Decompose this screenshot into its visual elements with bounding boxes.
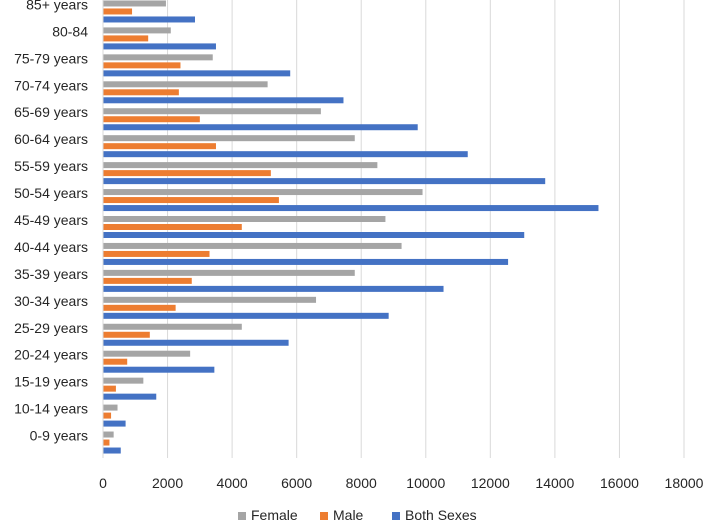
bar-both-sexes [103, 97, 344, 104]
x-tick-label: 2000 [152, 475, 183, 491]
bars [103, 0, 599, 454]
bar-male [103, 358, 128, 365]
y-tick-label: 35-39 years [14, 266, 88, 282]
x-tick-label: 18000 [665, 475, 704, 491]
bar-both-sexes [103, 366, 215, 373]
y-tick-label: 0-9 years [30, 428, 88, 444]
bar-female [103, 377, 144, 384]
bar-female [103, 108, 321, 115]
bar-female [103, 296, 317, 303]
bar-both-sexes [103, 205, 599, 212]
bar-female [103, 216, 386, 222]
y-tick-label: 75-79 years [14, 50, 88, 66]
bar-male [103, 304, 176, 311]
y-tick-label: 45-49 years [14, 212, 88, 228]
y-tick-label: 85+ years [26, 0, 88, 12]
y-tick-label: 30-34 years [14, 293, 88, 309]
legend-swatch [392, 512, 400, 520]
bar-both-sexes [103, 151, 468, 158]
bar-female [103, 0, 166, 7]
bar-female [103, 404, 118, 411]
bar-male [103, 331, 150, 338]
bar-male [103, 250, 210, 257]
y-tick-label: 80-84 [52, 23, 88, 39]
bar-male [103, 224, 242, 230]
bar-male [103, 170, 271, 177]
legend-swatch [320, 512, 328, 520]
legend-label: Male [333, 507, 364, 523]
bar-male [103, 439, 110, 446]
bar-both-sexes [103, 393, 157, 400]
bar-female [103, 323, 242, 330]
bar-male [103, 8, 133, 15]
bar-female [103, 269, 355, 276]
bar-both-sexes [103, 447, 121, 454]
legend-label: Both Sexes [405, 507, 477, 523]
bar-both-sexes [103, 312, 389, 319]
bar-both-sexes [103, 70, 291, 77]
bar-female [103, 189, 423, 196]
bar-female [103, 81, 268, 88]
bar-female [103, 54, 213, 61]
bar-both-sexes [103, 16, 195, 23]
bar-both-sexes [103, 124, 418, 131]
bar-both-sexes [103, 232, 525, 238]
y-tick-label: 55-59 years [14, 158, 88, 174]
bar-female [103, 350, 191, 357]
legend-swatch [238, 512, 246, 520]
bar-both-sexes [103, 285, 444, 292]
bar-female [103, 27, 171, 34]
x-tick-label: 14000 [535, 475, 574, 491]
bar-male [103, 197, 279, 204]
bar-male [103, 89, 179, 96]
y-tick-label: 50-54 years [14, 185, 88, 201]
x-tick-label: 0 [99, 475, 107, 491]
y-tick-label: 40-44 years [14, 239, 88, 255]
bar-female [103, 431, 114, 438]
x-tick-label: 16000 [600, 475, 639, 491]
bar-both-sexes [103, 420, 126, 427]
y-tick-label: 70-74 years [14, 77, 88, 93]
bar-both-sexes [103, 258, 509, 265]
bar-both-sexes [103, 339, 289, 346]
bar-male [103, 143, 216, 150]
x-tick-label: 6000 [281, 475, 312, 491]
bar-male [103, 35, 149, 42]
bar-female [103, 135, 355, 142]
axes: 0 2000 4000 6000 8000 10000 12000 14000 16000 180… [14, 0, 704, 491]
y-tick-label: 65-69 years [14, 104, 88, 120]
bar-male [103, 116, 200, 123]
bar-female [103, 242, 402, 249]
bar-male [103, 412, 112, 419]
x-tick-label: 8000 [346, 475, 377, 491]
legend: Female Male Both Sexes [238, 507, 477, 523]
bar-male [103, 277, 192, 284]
y-tick-label: 60-64 years [14, 131, 88, 147]
x-tick-label: 4000 [217, 475, 248, 491]
legend-label: Female [251, 507, 298, 523]
bar-female [103, 162, 378, 169]
bar-male [103, 385, 116, 392]
y-tick-label: 15-19 years [14, 374, 88, 390]
bar-both-sexes [103, 178, 546, 185]
bar-both-sexes [103, 43, 216, 50]
y-tick-label: 25-29 years [14, 320, 88, 336]
x-tick-label: 12000 [471, 475, 510, 491]
bar-male [103, 62, 181, 69]
y-tick-label: 10-14 years [14, 401, 88, 417]
x-tick-label: 10000 [406, 475, 445, 491]
y-tick-label: 20-24 years [14, 347, 88, 363]
